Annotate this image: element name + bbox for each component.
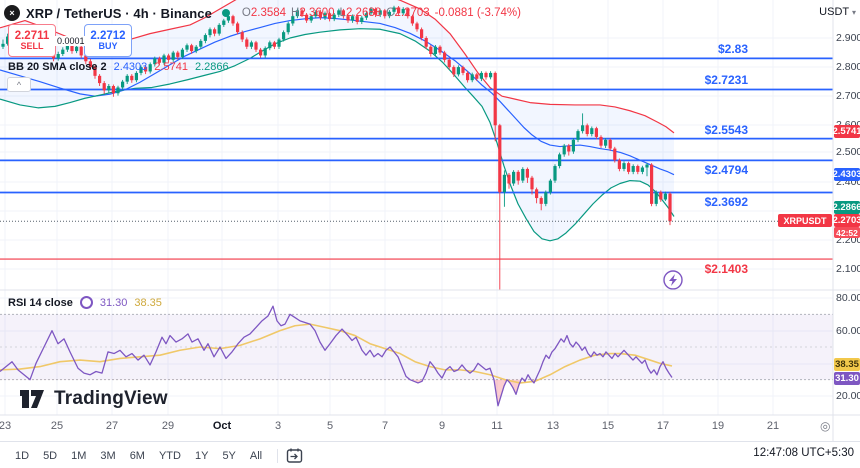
level-price-label[interactable]: $2.3692: [704, 195, 748, 210]
range-button-6m[interactable]: 6M: [129, 449, 145, 462]
bb-basis-value: 2.4303: [113, 61, 148, 73]
time-axis-label: 21: [766, 420, 780, 432]
range-button-1m[interactable]: 1M: [71, 449, 87, 462]
level-price-label[interactable]: $2.83: [717, 42, 748, 57]
price-scale-label: 2.8000: [836, 61, 860, 73]
close-label: C: [386, 7, 395, 19]
low-value: 2.2688: [345, 7, 382, 19]
bar-countdown-badge: 42:52: [834, 227, 860, 238]
rsi-indicator-legend[interactable]: RSI 14 close 31.30 38.35: [8, 296, 162, 309]
session-clock[interactable]: 12:47:08 UTC+5:30: [753, 447, 854, 459]
time-axis-label: 27: [105, 420, 119, 432]
time-axis-label: 19: [711, 420, 725, 432]
open-value: 2.3584: [250, 7, 287, 19]
range-button-5d[interactable]: 5D: [43, 449, 58, 462]
time-axis-label: 25: [50, 420, 64, 432]
time-axis-label: 15: [601, 420, 615, 432]
range-button-ytd[interactable]: YTD: [158, 449, 181, 462]
scroll-to-realtime-icon[interactable]: ◎: [820, 419, 831, 433]
bb-title: BB 20 SMA close 2: [8, 61, 107, 73]
time-axis-label: 3: [274, 420, 282, 432]
xrp-logo-icon: ×: [4, 5, 20, 21]
date-range-switcher: 1D 5D 1M 3M 6M YTD 1Y 5Y All: [8, 447, 269, 465]
price-scale-label: 2.7000: [836, 90, 860, 102]
go-to-date-button[interactable]: [286, 447, 303, 464]
time-axis-label: 23: [0, 420, 12, 432]
range-button-all[interactable]: All: [249, 449, 263, 462]
bb-upper-value: 2.5741: [154, 61, 188, 73]
event-lightning-icon: [663, 270, 683, 290]
time-axis-label: 9: [438, 420, 446, 432]
symbol-title[interactable]: XRP / TetherUS · 4h · Binance: [26, 5, 212, 21]
high-label: H: [291, 7, 300, 19]
price-scale-label: 2.9000: [836, 32, 860, 44]
buy-price: 2.2712: [90, 29, 126, 42]
chevron-down-icon: ▾: [851, 8, 856, 17]
bottom-toolbar: 1D 5D 1M 3M 6M YTD 1Y 5Y All: [0, 441, 860, 468]
range-button-1d[interactable]: 1D: [15, 449, 30, 462]
candles-layer: [1, 5, 672, 290]
axis-value-badge: 2.5741: [832, 124, 860, 138]
horizontal-level-lines: [0, 57, 833, 260]
sell-price: 2.2711: [14, 29, 50, 42]
time-axis-label: 29: [161, 420, 175, 432]
buy-label: BUY: [98, 40, 118, 51]
current-price-badge: 2.2703: [832, 214, 860, 227]
level-price-label[interactable]: $2.5543: [704, 122, 748, 137]
rsi-ma-value: 38.35: [134, 296, 162, 309]
rsi-scale-label: 60.00: [836, 325, 860, 337]
axis-value-badge: 31.30: [834, 371, 860, 385]
level-price-label[interactable]: $2.7231: [704, 73, 748, 88]
current-symbol-badge: XRPUSDT: [778, 214, 832, 227]
change-value: -0.0881 (-3.74%): [434, 7, 521, 19]
ohlc-readout: O2.3584 H2.3600 L2.2688 C2.2703 -0.0881 …: [242, 7, 521, 19]
axis-value-badge: 38.35: [834, 357, 860, 371]
symbol-header: × XRP / TetherUS · 4h · Binance O2.3584 …: [4, 4, 521, 22]
range-button-3m[interactable]: 3M: [100, 449, 116, 462]
rsi-scale-label: 80.00: [836, 292, 860, 304]
bb-lower-value: 2.2866: [194, 61, 229, 73]
level-price-label[interactable]: $2.1403: [704, 262, 748, 277]
market-status-icon: [221, 9, 230, 17]
bb-indicator-legend[interactable]: BB 20 SMA close 2 2.4303 2.5741 2.2866: [8, 61, 229, 73]
time-axis-label: 5: [326, 420, 334, 432]
open-label: O: [241, 7, 251, 19]
currency-label: USDT: [819, 6, 849, 18]
rsi-value: 31.30: [99, 296, 128, 309]
time-axis-label: 11: [491, 420, 503, 432]
time-axis-label: 7: [381, 420, 389, 432]
low-label: L: [339, 7, 346, 19]
buy-button[interactable]: 2.2712 BUY: [84, 24, 132, 57]
time-axis-label: 13: [546, 420, 560, 432]
tradingview-logo-text: TradingView: [54, 388, 168, 409]
tradingview-logo-icon: [20, 390, 44, 408]
high-value: 2.3600: [299, 7, 335, 19]
range-button-1y[interactable]: 1Y: [194, 449, 209, 462]
tradingview-logo[interactable]: TradingView: [20, 388, 168, 410]
spread-value: 0.0001: [55, 36, 87, 46]
close-value: 2.2703: [394, 7, 430, 19]
sell-button[interactable]: 2.2711 SELL: [8, 24, 56, 57]
price-scale-label: 2.5000: [836, 146, 860, 158]
axis-value-badge: 2.2866: [832, 200, 860, 214]
toolbar-divider: [277, 448, 279, 463]
grid-lines: [0, 0, 833, 415]
level-price-label[interactable]: $2.4794: [704, 163, 748, 178]
axis-value-badge: 2.4303: [832, 167, 860, 181]
range-button-5y[interactable]: 5Y: [222, 449, 236, 462]
rsi-plot: [0, 305, 673, 407]
price-scale-label: 2.1000: [836, 263, 860, 275]
price-scale-currency-dropdown[interactable]: USDT ▾: [0, 6, 856, 18]
rsi-title: RSI 14 close: [8, 296, 73, 309]
time-axis-label: 17: [656, 420, 670, 432]
rsi-settings-icon[interactable]: [79, 296, 93, 309]
calendar-icon: [286, 448, 303, 463]
rsi-scale-label: 20.00: [836, 390, 860, 402]
time-axis-label: Oct: [212, 420, 232, 432]
collapse-legend-button[interactable]: ^: [7, 77, 31, 92]
sell-label: SELL: [20, 40, 44, 51]
